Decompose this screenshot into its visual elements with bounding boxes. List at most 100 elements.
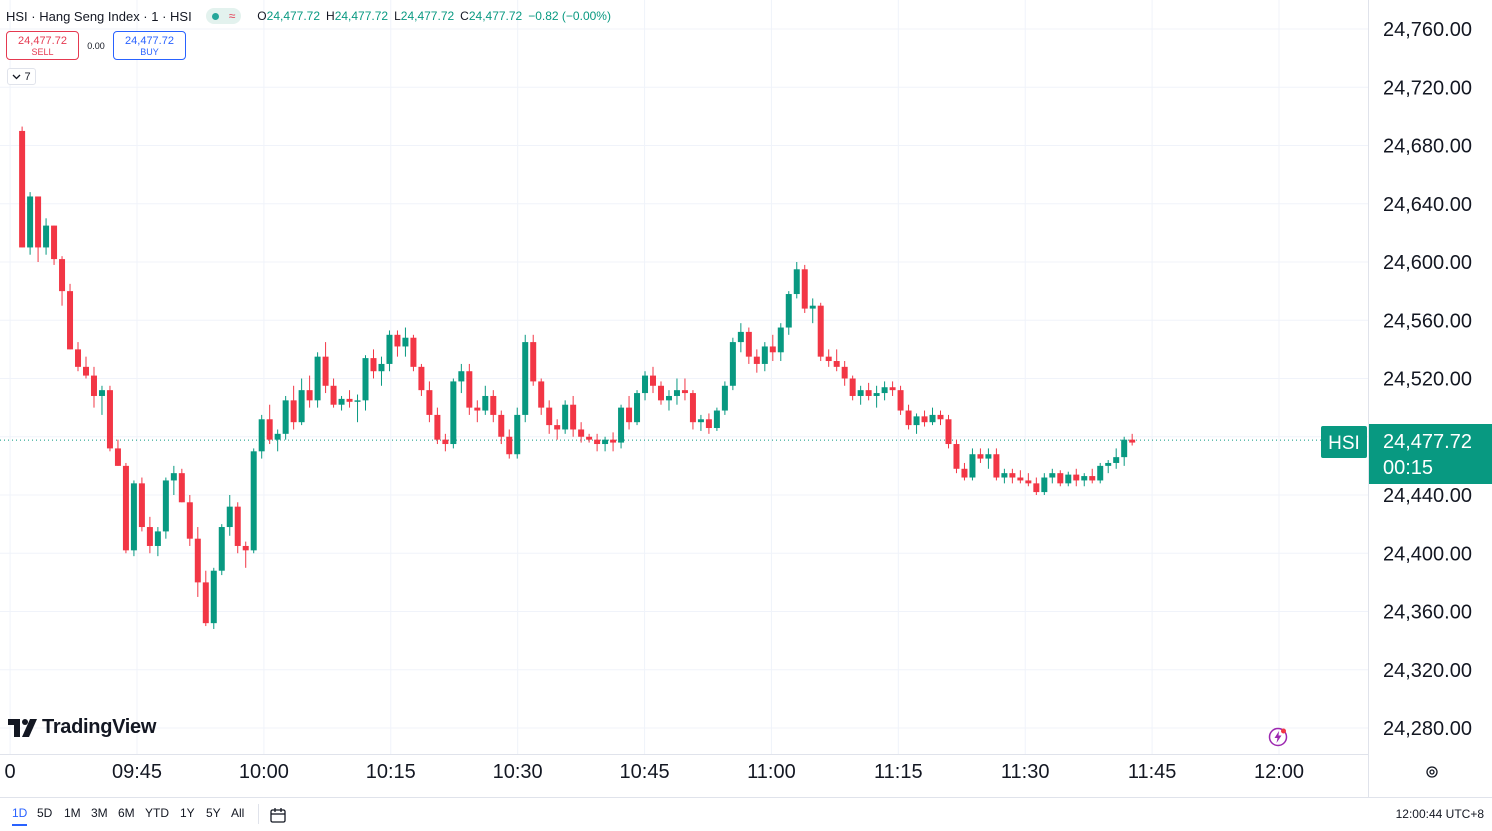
candle	[1121, 436, 1128, 466]
candle-body	[865, 390, 872, 396]
candle	[761, 342, 768, 372]
ohlc-high: H24,477.72	[326, 9, 389, 23]
bar-countdown: 00:15	[1383, 457, 1433, 479]
gear-icon[interactable]	[1424, 764, 1440, 780]
candle	[282, 395, 289, 440]
candle-body	[929, 414, 936, 423]
status-pill[interactable]: ≈	[205, 8, 242, 24]
candle-body	[59, 259, 66, 292]
candle	[426, 381, 433, 423]
candle	[19, 126, 26, 248]
candle	[194, 527, 201, 597]
time-tick-label: 11:00	[747, 761, 796, 783]
time-axis[interactable]: 0 09:45 10:00 10:15 10:30 10:45 11:00 11:15 11:3…	[5, 761, 1304, 783]
candle-body	[82, 366, 89, 376]
candle	[378, 356, 385, 386]
candle	[202, 570, 209, 627]
candle	[1089, 468, 1096, 484]
candle-body	[538, 381, 545, 408]
candle	[354, 394, 361, 423]
candle	[562, 400, 569, 434]
range-all-button[interactable]: All	[231, 806, 245, 820]
candle	[570, 395, 577, 437]
buy-button[interactable]: 24,477.72 BUY	[113, 31, 186, 60]
candle-body	[809, 305, 816, 309]
candle	[721, 381, 728, 415]
candle	[594, 433, 601, 452]
candle	[657, 381, 664, 405]
indicators-count: 7	[24, 70, 31, 83]
candle	[833, 349, 840, 372]
range-6m-button[interactable]: 6M	[118, 806, 135, 820]
candle	[697, 414, 704, 431]
candle-body	[985, 454, 992, 459]
candle	[362, 355, 369, 411]
session-clock[interactable]: 12:00:44 UTC+8	[1395, 807, 1484, 821]
candle	[618, 404, 625, 449]
candle	[394, 330, 401, 357]
candle	[1017, 470, 1024, 484]
symbol-title[interactable]: HSI · Hang Seng Index · 1 · HSI	[6, 8, 192, 24]
candle	[865, 382, 872, 401]
candle-body	[825, 356, 832, 362]
candle	[650, 366, 657, 394]
candle	[705, 413, 712, 434]
candle	[1073, 468, 1080, 487]
calendar-icon[interactable]	[269, 806, 287, 824]
candle-body	[721, 385, 728, 411]
candle-body	[737, 331, 744, 343]
time-tick-label: 11:45	[1128, 761, 1177, 783]
candle	[122, 462, 129, 554]
candle	[346, 390, 353, 408]
candle	[745, 327, 752, 364]
candle-body	[689, 393, 696, 423]
indicators-toggle-button[interactable]: 7	[7, 68, 36, 85]
range-1m-button[interactable]: 1M	[64, 806, 81, 820]
candle	[1041, 473, 1048, 495]
candle	[809, 298, 816, 324]
candle	[921, 410, 928, 427]
tradingview-logo[interactable]: TradingView	[8, 716, 156, 739]
price-axis[interactable]: 24,760.00 24,720.00 24,680.00 24,640.00 24,6…	[1383, 19, 1472, 740]
lightning-icon[interactable]	[1268, 727, 1288, 747]
candle-body	[961, 468, 968, 478]
candle	[306, 375, 313, 408]
range-5y-button[interactable]: 5Y	[206, 806, 221, 820]
range-5d-button[interactable]: 5D	[37, 806, 53, 820]
candle-body	[937, 414, 944, 420]
candle-body	[849, 378, 856, 396]
candle	[825, 349, 832, 367]
candle-body	[1041, 477, 1048, 493]
candle-body	[1025, 480, 1032, 484]
sell-button[interactable]: 24,477.72 SELL	[6, 31, 79, 60]
candle	[610, 432, 617, 452]
candle-body	[522, 342, 529, 415]
candle-body	[761, 346, 768, 364]
symbol-tag	[1321, 426, 1367, 458]
candle	[114, 439, 121, 466]
price-chart[interactable]: 24,760.00 24,720.00 24,680.00 24,640.00 24,6…	[0, 0, 1492, 797]
candle-body	[610, 439, 617, 443]
candle-body	[122, 465, 129, 551]
buy-price: 24,477.72	[125, 34, 174, 47]
candle-body	[474, 407, 481, 411]
tradingview-mark-icon	[8, 718, 37, 737]
candle-body	[833, 361, 840, 367]
candle	[498, 410, 505, 445]
candle	[769, 334, 776, 362]
candle	[482, 385, 489, 415]
candle-body	[969, 454, 976, 478]
range-1y-button[interactable]: 1Y	[180, 806, 195, 820]
range-1d-button[interactable]: 1D	[12, 806, 28, 826]
range-ytd-button[interactable]: YTD	[145, 806, 169, 820]
range-3m-button[interactable]: 3M	[91, 806, 108, 820]
spread-value: 0.00	[87, 40, 105, 51]
candle-body	[306, 390, 313, 401]
bottom-toolbar: 1D 5D 1M 3M 6M YTD 1Y 5Y All 12:00:44 UT…	[0, 797, 1492, 831]
candle	[626, 395, 633, 430]
candle-body	[1129, 439, 1136, 443]
candle-body	[298, 390, 305, 423]
candle	[642, 371, 649, 401]
candle	[777, 323, 784, 362]
candle	[210, 567, 217, 629]
